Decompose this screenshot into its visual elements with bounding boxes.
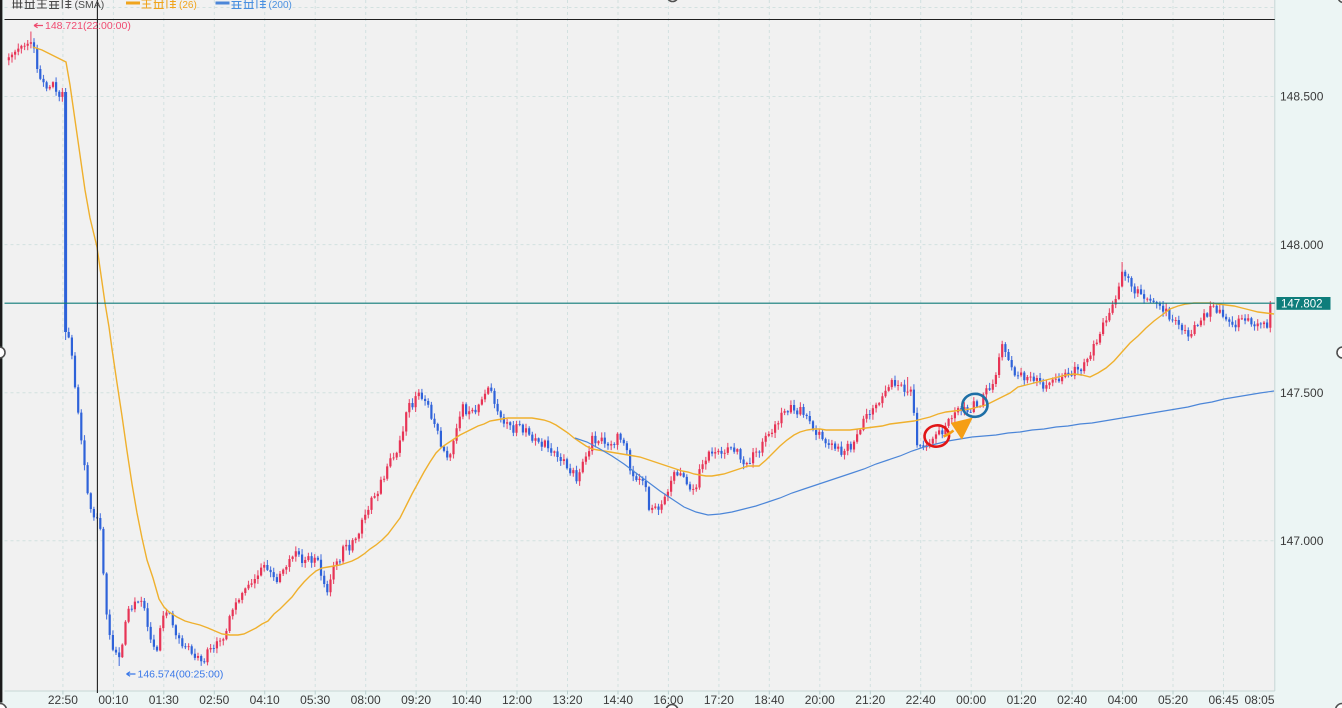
svg-text:22:40: 22:40 — [906, 693, 936, 707]
svg-text:05:30: 05:30 — [300, 693, 330, 707]
svg-text:12:00: 12:00 — [502, 693, 532, 707]
svg-text:147.000: 147.000 — [1280, 534, 1324, 548]
svg-text:(200): (200) — [269, 0, 292, 11]
svg-text:10:40: 10:40 — [452, 693, 482, 707]
svg-text:22:50: 22:50 — [48, 693, 78, 707]
svg-text:02:50: 02:50 — [199, 693, 229, 707]
svg-text:147.500: 147.500 — [1280, 386, 1324, 400]
svg-text:08:05: 08:05 — [1244, 693, 1274, 707]
svg-text:21:20: 21:20 — [855, 693, 885, 707]
svg-text:13:20: 13:20 — [552, 693, 582, 707]
svg-text:01:30: 01:30 — [149, 693, 179, 707]
svg-text:148.500: 148.500 — [1280, 90, 1324, 104]
svg-text:14:40: 14:40 — [603, 693, 633, 707]
svg-text:00:00: 00:00 — [956, 693, 986, 707]
svg-text:18:40: 18:40 — [754, 693, 784, 707]
svg-text:04:10: 04:10 — [250, 693, 280, 707]
svg-text:08:00: 08:00 — [351, 693, 381, 707]
svg-text:09:20: 09:20 — [401, 693, 431, 707]
svg-text:00:10: 00:10 — [98, 693, 128, 707]
svg-text:148.000: 148.000 — [1280, 238, 1324, 252]
svg-text:20:00: 20:00 — [805, 693, 835, 707]
svg-text:05:20: 05:20 — [1158, 693, 1188, 707]
svg-text:01:20: 01:20 — [1007, 693, 1037, 707]
svg-text:16:00: 16:00 — [653, 693, 683, 707]
svg-text:02:40: 02:40 — [1057, 693, 1087, 707]
svg-text:17:20: 17:20 — [704, 693, 734, 707]
svg-text:06:45: 06:45 — [1208, 693, 1238, 707]
svg-text:148.721(22:00:00): 148.721(22:00:00) — [45, 20, 131, 32]
svg-text:04:00: 04:00 — [1108, 693, 1138, 707]
svg-text:147.802: 147.802 — [1281, 299, 1323, 311]
svg-text:146.574(00:25:00): 146.574(00:25:00) — [138, 669, 224, 681]
svg-text:(SMA): (SMA) — [75, 0, 105, 11]
svg-text:(26): (26) — [179, 0, 197, 11]
